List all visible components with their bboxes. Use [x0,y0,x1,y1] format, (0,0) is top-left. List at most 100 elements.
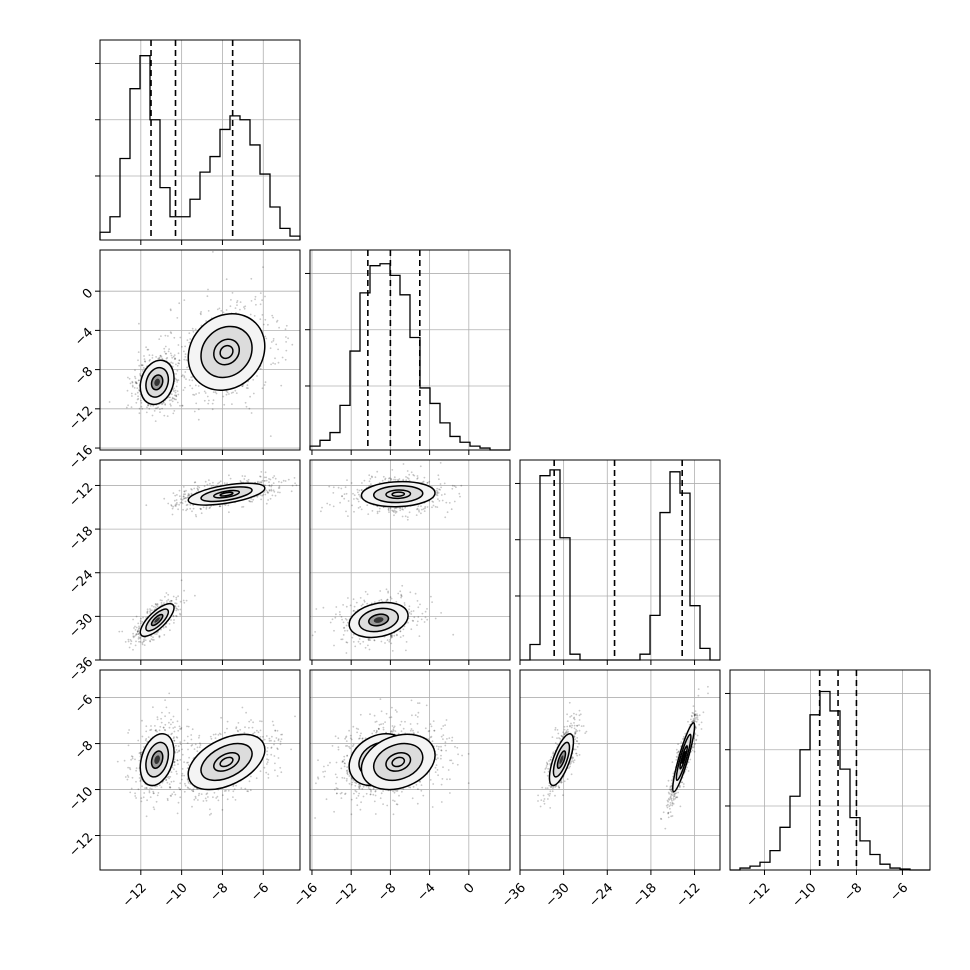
sample-point [264,295,266,298]
sample-point [352,610,355,612]
sample-point [138,627,141,629]
sample-point [268,484,271,487]
sample-point [141,785,144,788]
sample-point [452,633,455,636]
sample-point [437,748,440,750]
sample-point [276,748,279,751]
sample-point [265,479,268,482]
sample-point [131,381,134,384]
sample-point [184,493,187,496]
sample-point [368,480,371,483]
sample-point [344,629,346,632]
sample-point [138,412,141,415]
sample-point [205,508,208,510]
sample-point [373,714,376,717]
sample-point [344,486,347,489]
sample-point [421,481,424,484]
sample-point [185,497,188,499]
sample-point [148,791,151,794]
sample-point [354,781,356,784]
sample-point [127,744,130,747]
sample-point [343,765,346,768]
sample-point [174,602,177,605]
sample-point [137,359,139,362]
sample-point [160,355,163,358]
sample-point [347,515,349,517]
sample-point [314,631,316,633]
sample-point [154,420,157,422]
sample-point [186,708,189,711]
sample-point [207,288,209,291]
sample-point [323,765,325,768]
sample-point [436,494,439,497]
sample-point [193,481,196,484]
sample-point [200,311,203,313]
sample-point [280,384,283,387]
sample-point [248,726,250,729]
sample-point [241,385,244,387]
sample-point [190,376,193,379]
sample-point [139,636,142,639]
sample-point [239,728,242,731]
sample-point [145,738,148,740]
sample-point [173,622,175,624]
sample-point [385,588,388,591]
sample-point [149,640,151,642]
sample-point [270,746,273,749]
sample-point [386,804,389,807]
sample-point [442,766,444,769]
sample-point [209,482,211,485]
sample-point [153,808,156,811]
sample-point [358,737,360,740]
sample-point [140,402,143,404]
sample-point [429,736,432,739]
sample-point [391,509,393,512]
sample-point [179,788,182,791]
sample-point [135,615,138,618]
sample-point [187,761,190,764]
sample-point [430,735,433,738]
sample-point [272,482,275,484]
sample-point [184,356,187,358]
sample-point [162,401,165,404]
sample-point [390,637,392,639]
sample-point [207,402,210,405]
sample-point [278,480,280,483]
sample-point [177,379,180,381]
sample-point [390,642,393,645]
sample-point [175,596,178,599]
sample-point [177,344,180,346]
sample-point [148,407,151,410]
sample-point [138,364,141,367]
sample-point [430,725,433,728]
sample-point [186,503,189,506]
sample-point [402,463,405,465]
sample-point [249,313,252,316]
sample-point [165,626,168,628]
sample-point [223,403,226,406]
sample-point [234,799,237,801]
sample-point [197,408,200,411]
sample-point [134,393,137,396]
sample-point [241,506,243,508]
sample-point [205,799,208,802]
sample-point [149,787,152,790]
sample-point [179,608,182,611]
sample-point [172,412,175,415]
sample-point [437,757,439,759]
sample-point [267,777,270,779]
sample-point [232,796,234,798]
sample-point [366,504,369,507]
sample-point [200,313,202,316]
sample-point [236,729,239,732]
sample-point [231,292,234,294]
sample-point [305,745,307,747]
sample-point [392,813,395,816]
sample-point [255,303,257,306]
sample-point [354,645,357,648]
sample-point [194,797,197,799]
sample-point [374,476,377,479]
sample-point [187,787,190,790]
sample-point [246,790,249,792]
sample-point [203,485,206,488]
